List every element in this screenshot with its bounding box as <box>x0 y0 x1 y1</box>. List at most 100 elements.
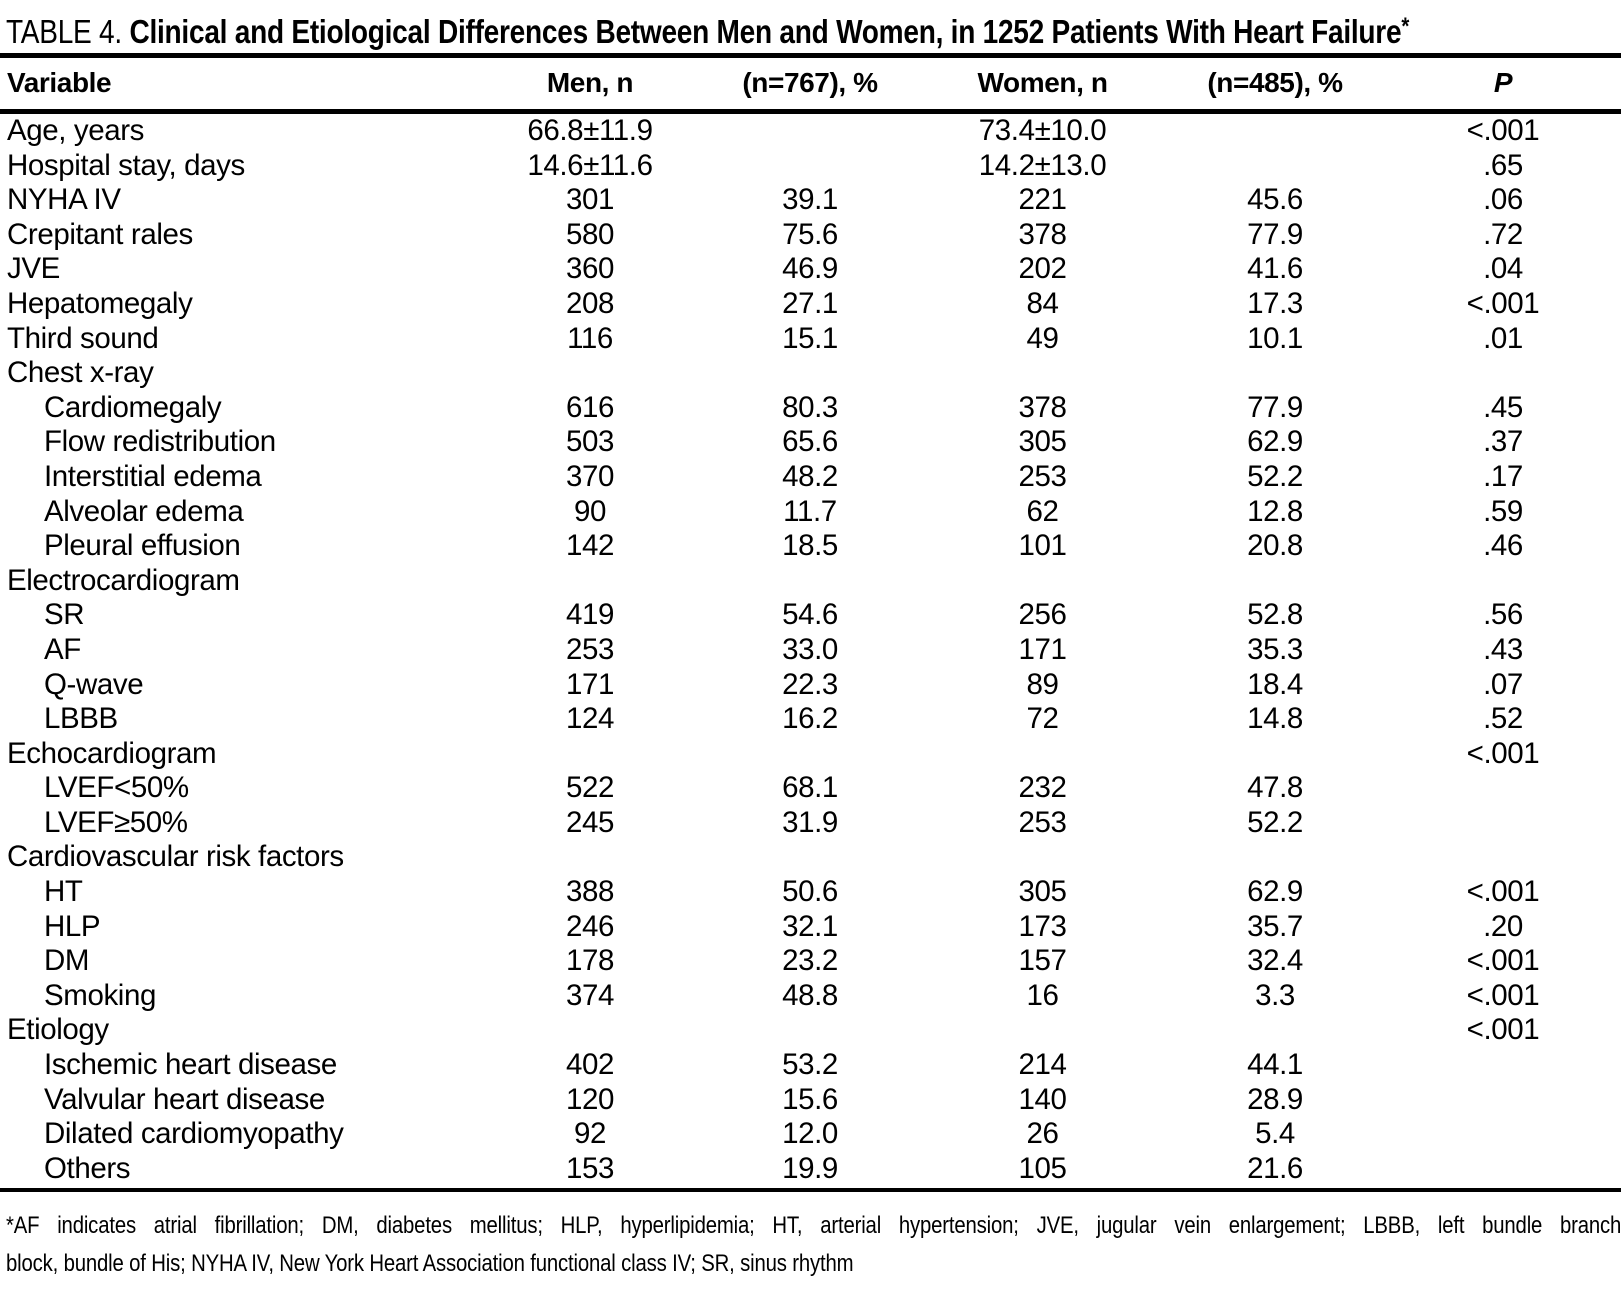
men-pct-cell: 53.2 <box>782 1048 838 1082</box>
men-pct-cell: 23.2 <box>782 944 838 978</box>
women-pct-cell: 44.1 <box>1247 1048 1303 1082</box>
men-n-cell: 90 <box>573 494 606 528</box>
men-pct-cell: 19.9 <box>782 1151 838 1185</box>
p-value-cell: .37 <box>1483 425 1523 459</box>
table-row: Echocardiogram <.001 <box>0 737 1621 772</box>
men-pct-cell: 50.6 <box>782 875 838 909</box>
men-pct-cell: 75.6 <box>782 217 838 251</box>
women-pct-cell: 20.8 <box>1247 529 1303 563</box>
variable-cell: Electrocardiogram <box>7 563 240 597</box>
column-header-variable: Variable <box>0 55 480 114</box>
men-pct-cell: 33.0 <box>782 632 838 666</box>
variable-cell: Others <box>44 1151 131 1185</box>
variable-cell: Crepitant rales <box>7 217 193 251</box>
women-n-cell: 84 <box>1026 286 1059 320</box>
women-n-cell: 232 <box>1018 771 1067 805</box>
women-n-cell <box>920 840 1165 875</box>
p-value-cell: <.001 <box>1466 875 1540 909</box>
women-n-cell: 101 <box>1018 529 1067 563</box>
women-n-cell: 173 <box>1018 909 1067 943</box>
women-pct-cell: 32.4 <box>1247 944 1303 978</box>
women-pct-cell <box>1165 149 1385 184</box>
men-n-cell <box>480 356 700 391</box>
column-header-men-n: Men, n <box>480 55 700 114</box>
table-row: SR 419 54.6 256 52.8 .56 <box>0 598 1621 633</box>
footnote-line-1: *AF indicates atrial fibrillation; DM, d… <box>6 1212 1621 1240</box>
table-header-row: Variable Men, n (n=767), % Women, n (n=4… <box>0 55 1621 114</box>
women-n-cell <box>920 564 1165 599</box>
variable-cell: Dilated cardiomyopathy <box>44 1117 344 1151</box>
women-pct-cell <box>1165 840 1385 875</box>
women-pct-cell: 35.7 <box>1247 909 1303 943</box>
men-n-cell: 142 <box>565 529 615 563</box>
women-pct-cell: 10.1 <box>1247 321 1303 355</box>
variable-cell: Hospital stay, days <box>7 148 245 182</box>
p-value-cell: <.001 <box>1466 1013 1540 1047</box>
p-value-cell <box>1385 1117 1621 1152</box>
variable-cell: Echocardiogram <box>7 736 217 770</box>
table-number: TABLE 4. <box>6 13 122 50</box>
men-pct-cell <box>700 840 920 875</box>
men-n-cell: 153 <box>565 1151 615 1185</box>
women-n-cell: 256 <box>1018 598 1067 632</box>
men-n-cell: 580 <box>565 217 615 251</box>
women-n-cell: 221 <box>1018 183 1067 217</box>
p-value-cell: <.001 <box>1466 114 1540 147</box>
women-pct-cell: 47.8 <box>1247 771 1303 805</box>
men-n-cell: 14.6±11.6 <box>527 148 653 182</box>
men-pct-cell: 11.7 <box>783 494 837 528</box>
p-value-cell: .17 <box>1483 459 1523 493</box>
p-value-cell: .20 <box>1483 909 1523 943</box>
p-value-cell <box>1385 806 1621 841</box>
men-pct-cell: 48.2 <box>782 459 838 493</box>
p-value-cell <box>1385 1152 1621 1187</box>
men-n-cell: 245 <box>565 805 615 839</box>
women-n-cell: 378 <box>1018 217 1067 251</box>
men-n-cell: 301 <box>565 183 615 217</box>
women-n-cell: 202 <box>1018 252 1067 286</box>
table-row: Cardiovascular risk factors <box>0 840 1621 875</box>
table-row: Third sound 116 15.1 49 10.1 .01 <box>0 322 1621 357</box>
table-row: HT 388 50.6 305 62.9 <.001 <box>0 875 1621 910</box>
men-pct-cell <box>700 564 920 599</box>
women-pct-cell: 21.6 <box>1247 1151 1303 1185</box>
p-value-cell: <.001 <box>1466 944 1540 978</box>
men-n-cell: 116 <box>567 321 613 355</box>
variable-cell: Third sound <box>7 321 159 355</box>
women-pct-cell: 52.8 <box>1247 598 1303 632</box>
table-row: Interstitial edema 370 48.2 253 52.2 .17 <box>0 460 1621 495</box>
women-n-cell: 26 <box>1026 1117 1059 1151</box>
men-pct-cell: 39.1 <box>782 183 838 217</box>
p-value-cell: .46 <box>1483 529 1523 563</box>
men-pct-cell: 46.9 <box>782 252 838 286</box>
table-header: Variable Men, n (n=767), % Women, n (n=4… <box>0 55 1621 114</box>
men-n-cell: 92 <box>573 1117 606 1151</box>
women-n-cell: 62 <box>1026 494 1059 528</box>
women-pct-cell: 35.3 <box>1247 632 1303 666</box>
variable-cell: HT <box>44 875 83 909</box>
men-n-cell: 253 <box>565 632 615 666</box>
variable-cell: DM <box>44 944 90 978</box>
p-value-cell: <.001 <box>1466 736 1540 770</box>
table-row: NYHA IV 301 39.1 221 45.6 .06 <box>0 183 1621 218</box>
women-pct-cell: 77.9 <box>1247 390 1303 424</box>
women-n-cell: 140 <box>1018 1082 1067 1116</box>
women-pct-cell: 14.8 <box>1247 702 1303 736</box>
men-n-cell: 360 <box>565 252 615 286</box>
women-pct-cell <box>1165 737 1385 772</box>
women-pct-cell: 3.3 <box>1255 978 1295 1012</box>
women-pct-cell: 52.2 <box>1247 459 1303 493</box>
men-pct-cell <box>700 149 920 184</box>
women-n-cell <box>920 737 1165 772</box>
men-n-cell: 171 <box>565 667 615 701</box>
men-pct-cell <box>700 1013 920 1048</box>
women-n-cell: 253 <box>1018 805 1067 839</box>
women-n-cell: 14.2±13.0 <box>978 148 1107 182</box>
variable-cell: Valvular heart disease <box>44 1082 325 1116</box>
table-row: Etiology <.001 <box>0 1013 1621 1048</box>
women-pct-cell: 41.6 <box>1247 252 1303 286</box>
men-pct-cell <box>700 112 920 149</box>
women-pct-cell: 62.9 <box>1247 875 1303 909</box>
women-pct-cell: 18.4 <box>1247 667 1303 701</box>
